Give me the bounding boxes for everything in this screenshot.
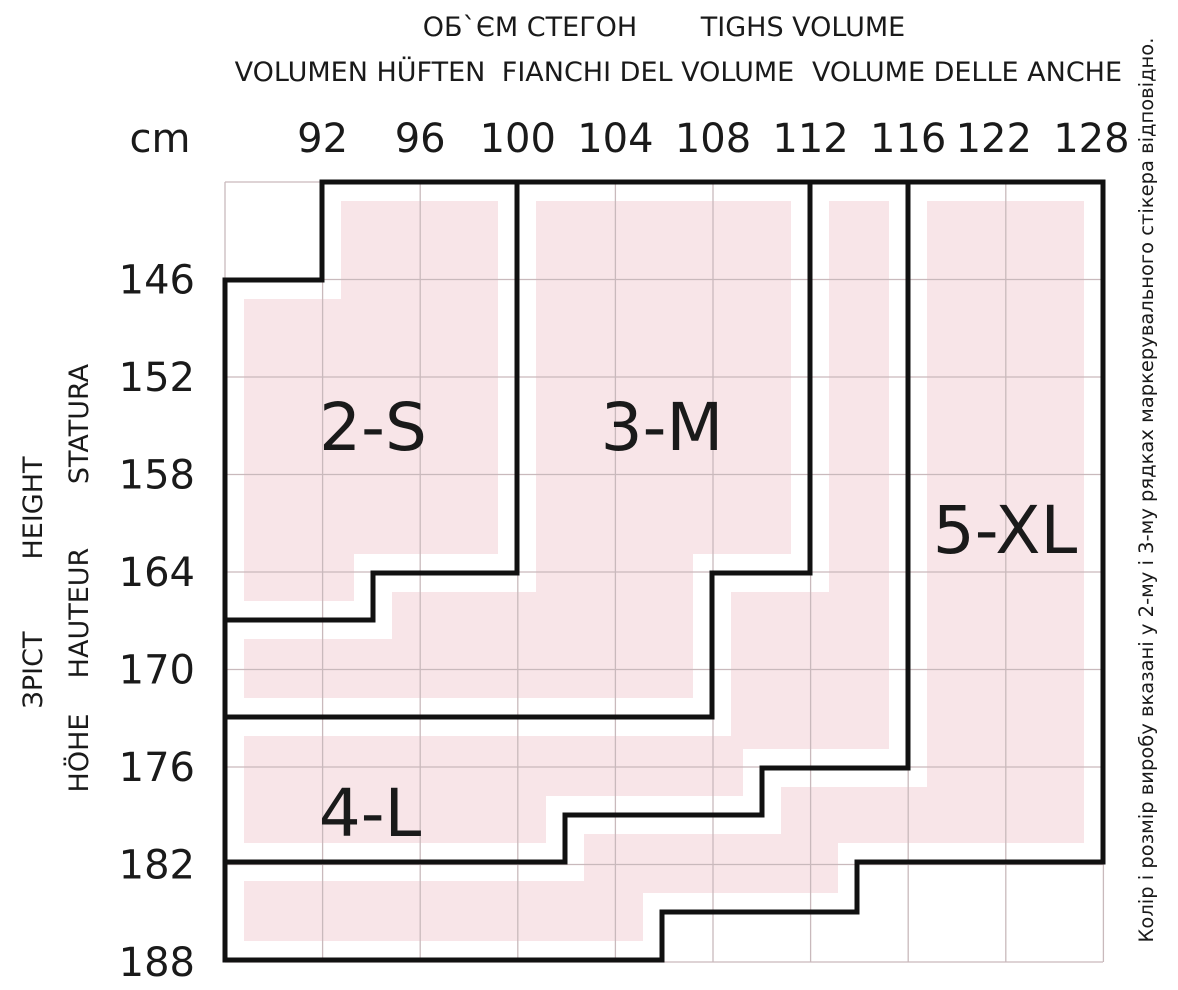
height-label: 188	[119, 940, 195, 986]
hip-title: ОБ`ЄМ СТЕГОН	[423, 12, 637, 43]
height-title: HAUTEUR	[64, 548, 95, 679]
hip-label: 112	[772, 116, 848, 162]
size-label: 4-L	[319, 775, 422, 852]
hip-title: TIGHS VOLUME	[700, 12, 905, 43]
hip-label: 100	[480, 116, 556, 162]
height-label: 176	[119, 745, 195, 791]
hip-label: 122	[956, 116, 1032, 162]
borders	[222, 179, 1106, 963]
labels: ОБ`ЄМ СТЕГОН TIGHS VOLUME VOLUMEN HÜFTEN…	[18, 12, 1158, 986]
height-label: 152	[119, 355, 195, 401]
hip-label: 108	[675, 116, 751, 162]
hip-label: 96	[395, 116, 446, 162]
height-title: STATURA	[64, 363, 95, 484]
height-title: HEIGHT	[18, 456, 49, 560]
height-title: ЗРІСТ	[18, 631, 49, 708]
size-label: 2-S	[319, 389, 427, 466]
hip-title: FIANCHI DEL VOLUME	[502, 57, 794, 88]
hip-title: VOLUMEN HÜFTEN	[235, 56, 486, 88]
hip-label: 128	[1053, 116, 1129, 162]
note: Колір і розмір виробу вказані у 2-му і 3…	[1135, 38, 1158, 943]
height-label: 146	[119, 258, 195, 304]
height-label: 182	[119, 843, 195, 889]
hip-label: 104	[577, 116, 653, 162]
size-label: 3-M	[601, 389, 724, 466]
hip-label: 92	[297, 116, 348, 162]
hip-label: 116	[870, 116, 946, 162]
unit: cm	[130, 116, 191, 162]
size-border	[222, 179, 1106, 963]
height-title: HÖHE	[63, 714, 95, 793]
height-label: 170	[119, 648, 195, 694]
hip-title: VOLUME DELLE ANCHE	[812, 57, 1122, 88]
height-label: 158	[119, 453, 195, 499]
size-label: 5-XL	[933, 492, 1078, 569]
height-label: 164	[119, 550, 195, 596]
